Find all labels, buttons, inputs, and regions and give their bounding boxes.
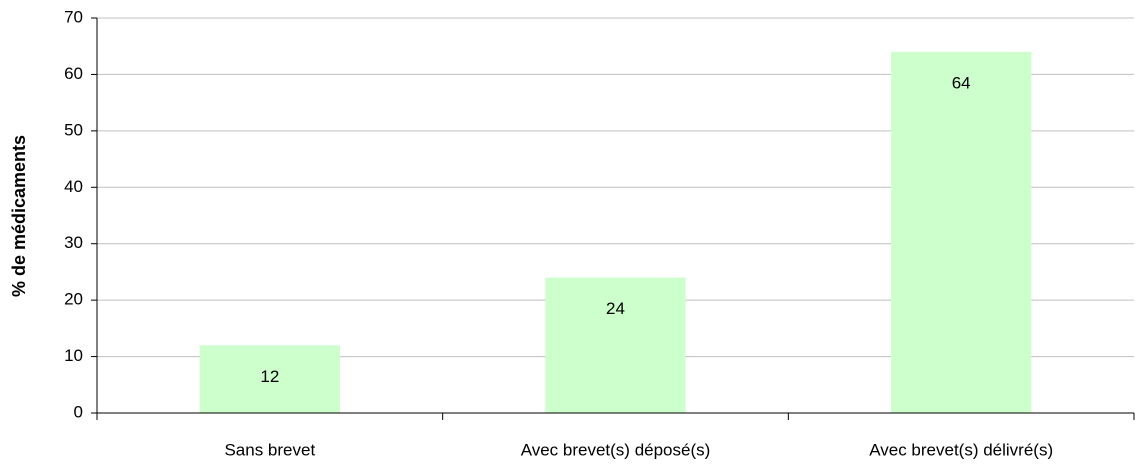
- y-tick-label: 50: [64, 120, 83, 139]
- x-tick-label: Avec brevet(s) délivré(s): [869, 440, 1053, 459]
- y-tick-label: 60: [64, 64, 83, 83]
- y-tick-label: 10: [64, 346, 83, 365]
- bar: [199, 345, 341, 413]
- x-tick-label: Avec brevet(s) déposé(s): [521, 440, 711, 459]
- x-tick-label: Sans brevet: [224, 440, 315, 459]
- y-tick-label: 30: [64, 233, 83, 252]
- data-label: 24: [606, 299, 625, 318]
- bar: [545, 277, 686, 413]
- data-label: 64: [952, 73, 971, 92]
- bar: [890, 51, 1032, 413]
- y-tick-label: 70: [64, 7, 83, 26]
- data-label: 12: [260, 367, 279, 386]
- y-tick-label: 20: [64, 290, 83, 309]
- y-tick-label: 0: [74, 402, 83, 421]
- y-axis-title: % de médicaments: [9, 135, 29, 297]
- y-tick-label: 40: [64, 177, 83, 196]
